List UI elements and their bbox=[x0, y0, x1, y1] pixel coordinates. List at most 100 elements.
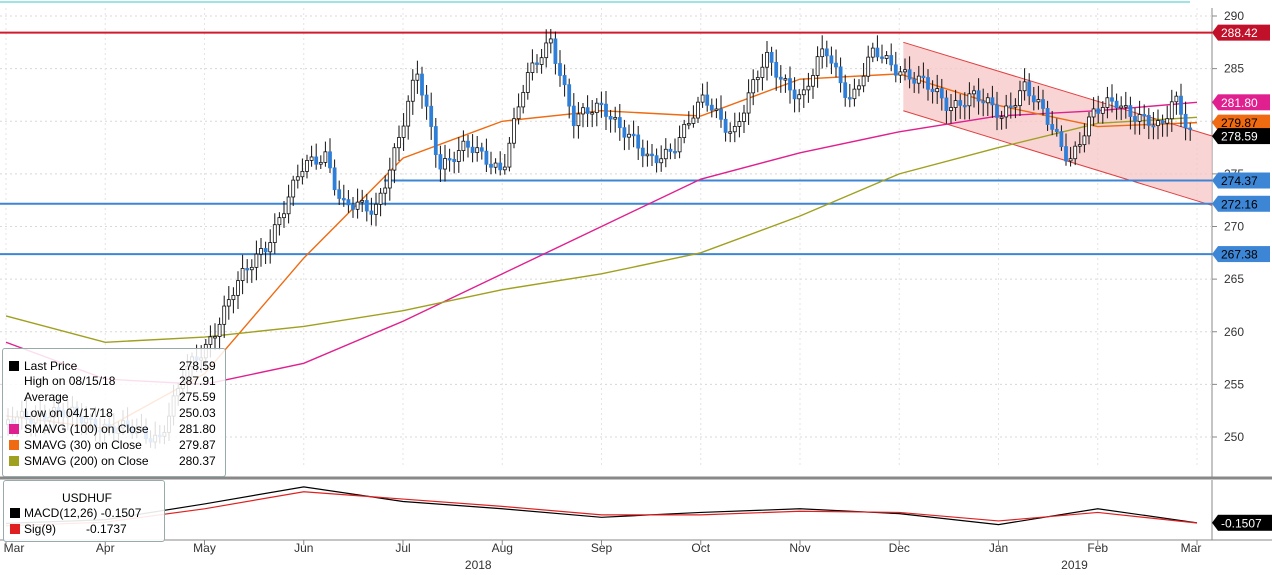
candle-up bbox=[282, 213, 286, 219]
axis-badge bbox=[1218, 114, 1270, 131]
price-legend: Last Price 278.59 High on 08/15/18 287.91 … bbox=[2, 348, 226, 477]
legend-average-marker-icon bbox=[9, 392, 19, 402]
candle-down bbox=[346, 199, 351, 206]
candle-up bbox=[797, 94, 802, 100]
legend-average: Average 275.59 bbox=[9, 390, 216, 405]
x-tick-label: Feb bbox=[1087, 541, 1108, 555]
candle-up bbox=[318, 161, 323, 165]
axis-badge bbox=[1218, 128, 1270, 145]
candle-down bbox=[263, 248, 268, 253]
candle-up bbox=[1082, 135, 1087, 146]
x-tick-label: Aug bbox=[492, 541, 513, 555]
candle-up bbox=[443, 158, 447, 170]
candle-down bbox=[470, 146, 475, 154]
candle-down bbox=[1045, 108, 1050, 125]
candle-up bbox=[613, 117, 618, 120]
candle-up bbox=[742, 112, 746, 122]
candle-down bbox=[930, 88, 935, 93]
candle-up bbox=[1123, 105, 1128, 108]
candle-up bbox=[760, 66, 765, 78]
legend-macd: MACD(12,26) -0.1507 bbox=[10, 506, 141, 521]
candle-up bbox=[502, 166, 507, 171]
channel-fill bbox=[903, 42, 1212, 206]
candle-up bbox=[732, 126, 737, 133]
candle-up bbox=[268, 242, 273, 253]
x-tick-label: Mar bbox=[4, 541, 25, 555]
candle-down bbox=[337, 189, 342, 199]
candle-up bbox=[627, 133, 631, 138]
candle-up bbox=[806, 85, 811, 91]
candle-up bbox=[383, 187, 388, 194]
candle-down bbox=[553, 38, 558, 64]
candle-up bbox=[213, 336, 217, 339]
candle-down bbox=[571, 105, 576, 127]
candle-down bbox=[1133, 116, 1137, 122]
candle-up bbox=[594, 102, 599, 114]
candle-up bbox=[677, 137, 682, 153]
candle-down bbox=[907, 69, 912, 80]
candle-up bbox=[217, 323, 222, 337]
candle-up bbox=[696, 101, 700, 119]
axis-badge-label: 278.59 bbox=[1221, 130, 1258, 144]
candle-down bbox=[774, 61, 779, 78]
candle-down bbox=[958, 100, 963, 106]
candle-up bbox=[659, 158, 664, 164]
legend-low: Low on 04/17/18 250.03 bbox=[9, 406, 216, 421]
candle-down bbox=[1146, 115, 1151, 126]
candle-down bbox=[608, 115, 613, 120]
legend-smavg-100: SMAVG (100) on Close 281.80 bbox=[9, 422, 216, 437]
candle-down bbox=[498, 162, 503, 171]
candle-up bbox=[815, 56, 820, 76]
candle-down bbox=[558, 63, 562, 76]
candle-down bbox=[562, 75, 567, 86]
candle-down bbox=[1183, 113, 1188, 129]
candle-down bbox=[599, 102, 604, 106]
candle-up bbox=[456, 150, 461, 162]
candle-down bbox=[369, 210, 374, 215]
candle-down bbox=[875, 47, 880, 58]
candle-up bbox=[259, 248, 263, 255]
candle-down bbox=[650, 153, 654, 157]
candle-up bbox=[291, 179, 296, 198]
macd-axis-badge-pointer bbox=[1212, 514, 1218, 531]
candle-down bbox=[1054, 128, 1059, 133]
candle-up bbox=[590, 112, 595, 115]
candle-up bbox=[898, 71, 903, 76]
candle-up bbox=[249, 266, 254, 271]
candle-up bbox=[714, 108, 719, 111]
candle-up bbox=[507, 142, 512, 168]
candle-down bbox=[824, 48, 829, 57]
candle-down bbox=[1128, 105, 1133, 117]
candle-up bbox=[295, 176, 300, 181]
candle-down bbox=[723, 118, 728, 133]
candle-down bbox=[1142, 114, 1147, 117]
candle-down bbox=[585, 107, 590, 114]
candle-up bbox=[1156, 120, 1160, 127]
year-label: 2019 bbox=[1061, 558, 1088, 572]
candle-down bbox=[1179, 95, 1183, 115]
legend-low-marker-icon bbox=[9, 408, 19, 418]
candle-down bbox=[1188, 127, 1193, 130]
candle-up bbox=[493, 162, 498, 168]
legend-last-price: Last Price 278.59 bbox=[9, 359, 216, 374]
candle-up bbox=[406, 100, 411, 127]
candle-up bbox=[953, 100, 958, 108]
candle-down bbox=[447, 158, 452, 161]
candle-up bbox=[1091, 108, 1096, 118]
candle-up bbox=[374, 203, 378, 215]
axis-badge bbox=[1218, 94, 1270, 111]
candle-up bbox=[544, 42, 549, 59]
candle-up bbox=[222, 305, 227, 325]
candle-down bbox=[705, 94, 710, 106]
candle-down bbox=[535, 62, 539, 65]
candle-down bbox=[1031, 95, 1036, 103]
candle-up bbox=[663, 148, 668, 160]
macd-series-line bbox=[5, 486, 1198, 526]
candle-down bbox=[847, 97, 852, 100]
y-tick-label: 260 bbox=[1224, 325, 1244, 339]
candle-down bbox=[926, 77, 930, 90]
candle-up bbox=[949, 107, 953, 111]
candle-up bbox=[392, 147, 397, 171]
candle-up bbox=[1119, 105, 1124, 109]
candle-up bbox=[378, 192, 383, 205]
